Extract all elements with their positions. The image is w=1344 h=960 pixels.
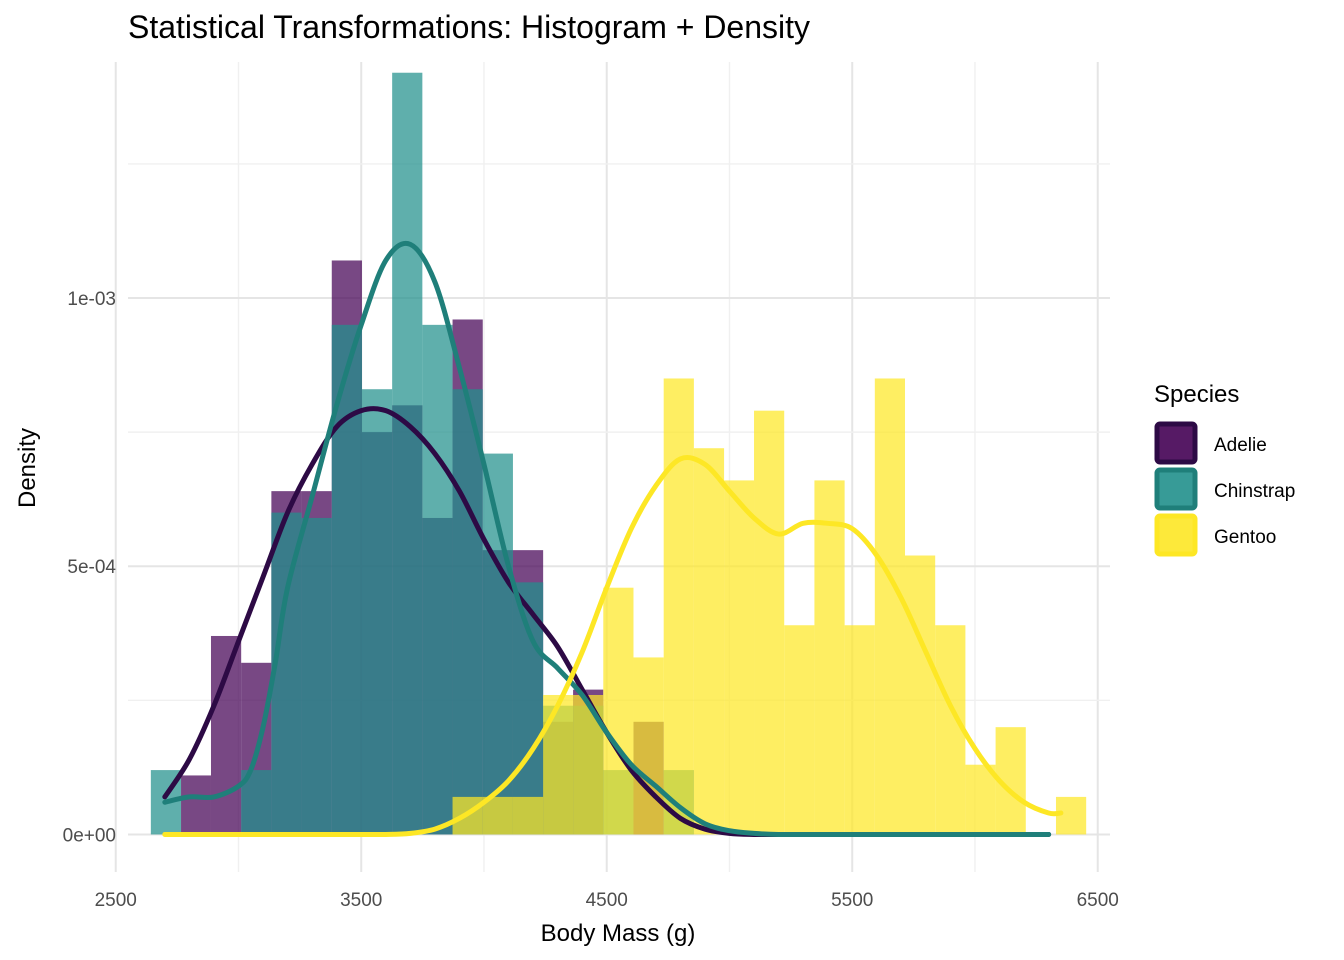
- bar-gentoo: [784, 625, 815, 835]
- legend-key-chinstrap: [1154, 467, 1198, 511]
- bar-gentoo: [1055, 796, 1087, 835]
- y-tick-label: 5e-04: [67, 557, 116, 578]
- bar-adelie: [181, 775, 211, 835]
- y-tick-label: 1e-03: [67, 289, 116, 310]
- bar-gentoo: [874, 378, 906, 835]
- x-tick-label: 2500: [95, 890, 137, 911]
- x-axis-title: Body Mass (g): [541, 920, 696, 947]
- bar-gentoo: [482, 796, 513, 835]
- y-axis-title: Density: [14, 428, 41, 508]
- bar-chinstrap: [392, 72, 423, 835]
- bar-gentoo: [663, 378, 694, 835]
- bar-chinstrap: [452, 389, 483, 835]
- density-line-chinstrap: [162, 240, 1052, 838]
- legend-label-chinstrap: Chinstrap: [1214, 481, 1295, 502]
- bar-gentoo: [512, 796, 544, 835]
- bar-chinstrap: [301, 517, 332, 835]
- bar-gentoo: [633, 657, 664, 835]
- bar-gentoo: [814, 480, 845, 835]
- bar-gentoo: [844, 625, 875, 835]
- bar-gentoo: [724, 480, 755, 835]
- bar-gentoo: [965, 764, 996, 835]
- bar-chinstrap: [361, 389, 393, 835]
- bar-adelie: [210, 635, 242, 835]
- axes: 2500 3500 4500 5500 6500 0e+00 5e-04 1e-03: [63, 289, 1119, 911]
- legend-label-gentoo: Gentoo: [1214, 527, 1276, 548]
- chart-title: Statistical Transformations: Histogram +…: [128, 9, 810, 45]
- bar-chinstrap: [271, 512, 302, 835]
- legend-key-adelie: [1154, 421, 1198, 465]
- y-tick-label: 0e+00: [63, 825, 116, 846]
- bar-gentoo: [603, 587, 634, 835]
- x-tick-label: 6500: [1077, 890, 1119, 911]
- bar-chinstrap: [422, 324, 453, 835]
- legend: Species Adelie Chinstrap Gentoo: [1154, 381, 1295, 557]
- bar-gentoo: [693, 448, 725, 835]
- bar-gentoo: [905, 555, 936, 835]
- bar-gentoo: [543, 694, 574, 835]
- legend-key-gentoo: [1154, 513, 1198, 557]
- bar-gentoo: [935, 625, 966, 835]
- bar-gentoo: [754, 410, 785, 835]
- density-line-gentoo: [162, 455, 1064, 838]
- legend-title: Species: [1154, 381, 1239, 408]
- x-tick-label: 3500: [340, 890, 382, 911]
- legend-label-adelie: Adelie: [1214, 435, 1267, 456]
- density-curves: [162, 240, 1064, 838]
- histogram-bars: [150, 72, 1087, 835]
- x-tick-label: 4500: [586, 890, 628, 911]
- x-tick-label: 5500: [831, 890, 873, 911]
